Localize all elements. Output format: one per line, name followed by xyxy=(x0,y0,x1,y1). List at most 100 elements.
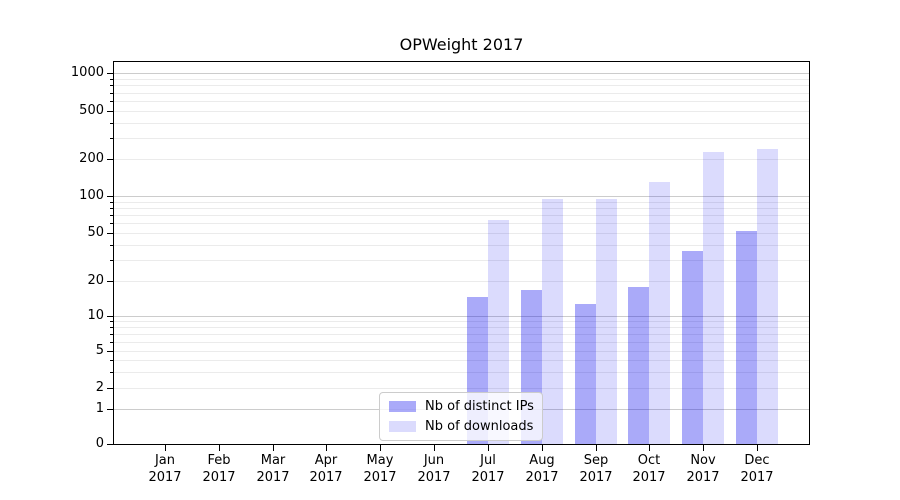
y-tick-label: 500 xyxy=(79,103,104,118)
gridline-minor xyxy=(114,92,809,94)
legend-item-distinct-ips: Nb of distinct IPs xyxy=(389,399,534,414)
y-tick-label: 0 xyxy=(95,436,104,451)
y-tick-label: 200 xyxy=(79,151,104,166)
x-tick-mark xyxy=(380,445,381,451)
x-tick-label-oct: Oct 2017 xyxy=(632,453,666,485)
gridline-minor xyxy=(114,259,809,261)
gridline-minor xyxy=(114,201,809,203)
bar-jul-downloads xyxy=(488,220,509,444)
x-tick-mark xyxy=(649,445,650,451)
x-tick-label-jan: Jan 2017 xyxy=(148,453,182,485)
gridline-minor xyxy=(114,334,809,335)
y-minor-tick-mark xyxy=(110,360,113,361)
y-minor-tick-mark xyxy=(110,122,113,124)
x-tick-label-feb: Feb 2017 xyxy=(202,453,236,485)
y-minor-tick-mark xyxy=(110,85,113,87)
x-tick-mark xyxy=(542,445,543,451)
bar-dec-downloads xyxy=(757,149,778,444)
gridline-minor xyxy=(114,137,809,139)
x-tick-mark xyxy=(703,445,704,451)
bar-aug-downloads xyxy=(542,199,563,444)
y-minor-tick-mark xyxy=(110,327,113,329)
gridline-minor xyxy=(114,101,809,102)
y-tick-label: 5 xyxy=(95,343,104,358)
x-tick-label-jul: Jul 2017 xyxy=(471,453,505,485)
x-tick-label-mar: Mar 2017 xyxy=(256,453,290,485)
x-tick-label-apr: Apr 2017 xyxy=(309,453,343,485)
y-tick-mark xyxy=(107,444,113,445)
bar-oct-downloads xyxy=(649,182,670,444)
y-tick-label: 1000 xyxy=(70,65,104,80)
bar-nov-distinct-ips xyxy=(682,251,703,444)
x-tick-label-jun: Jun 2017 xyxy=(417,453,451,485)
x-tick-label-dec: Dec 2017 xyxy=(740,453,774,485)
y-tick-label: 2 xyxy=(95,380,104,395)
gridline-minor xyxy=(114,244,809,246)
y-tick-label: 1 xyxy=(95,401,104,416)
x-tick-mark xyxy=(219,445,220,451)
y-minor-tick-mark xyxy=(110,321,113,323)
gridline-minor xyxy=(114,388,809,389)
y-tick-mark xyxy=(107,159,113,160)
y-tick-label: 10 xyxy=(87,308,104,323)
gridline-minor xyxy=(114,281,809,282)
gridline-minor xyxy=(114,360,809,361)
y-minor-tick-mark xyxy=(110,371,113,373)
y-tick-mark xyxy=(107,196,113,197)
y-minor-tick-mark xyxy=(110,101,113,102)
y-tick-mark xyxy=(107,351,113,352)
x-tick-mark xyxy=(488,445,489,451)
y-tick-mark xyxy=(107,111,113,112)
y-tick-mark xyxy=(107,281,113,282)
x-tick-label-aug: Aug 2017 xyxy=(525,453,559,485)
y-tick-mark xyxy=(107,233,113,234)
y-minor-tick-mark xyxy=(110,92,113,94)
y-minor-tick-mark xyxy=(110,259,113,261)
gridline-minor xyxy=(114,223,809,225)
gridline-minor xyxy=(114,122,809,124)
y-minor-tick-mark xyxy=(110,207,113,209)
y-tick-mark xyxy=(107,73,113,74)
gridline-major xyxy=(114,196,809,197)
y-minor-tick-mark xyxy=(110,137,113,139)
x-tick-mark xyxy=(165,445,166,451)
x-tick-mark xyxy=(757,445,758,451)
legend-item-downloads: Nb of downloads xyxy=(389,419,534,434)
y-minor-tick-mark xyxy=(110,341,113,343)
x-tick-mark xyxy=(596,445,597,451)
gridline-major xyxy=(114,73,809,74)
x-tick-mark xyxy=(434,445,435,451)
gridline-minor xyxy=(114,351,809,352)
bar-dec-distinct-ips xyxy=(736,231,757,444)
gridline-minor xyxy=(114,327,809,329)
y-tick-mark xyxy=(107,409,113,410)
bar-nov-downloads xyxy=(703,152,724,444)
legend-label-downloads: Nb of downloads xyxy=(425,419,534,434)
gridline-minor xyxy=(114,321,809,323)
bar-sep-distinct-ips xyxy=(575,304,596,444)
x-tick-mark xyxy=(273,445,274,451)
legend: Nb of distinct IPs Nb of downloads xyxy=(379,392,543,441)
bar-sep-downloads xyxy=(596,199,617,444)
gridline-minor xyxy=(114,215,809,217)
y-tick-mark xyxy=(107,316,113,317)
legend-label-distinct-ips: Nb of distinct IPs xyxy=(425,399,534,414)
gridline-minor xyxy=(114,159,809,160)
gridline-minor xyxy=(114,233,809,234)
gridline-minor xyxy=(114,111,809,112)
gridline-major xyxy=(114,316,809,317)
gridline-minor xyxy=(114,78,809,80)
gridline-minor xyxy=(114,207,809,209)
y-minor-tick-mark xyxy=(110,201,113,203)
chart-title: OPWeight 2017 xyxy=(399,35,524,54)
y-minor-tick-mark xyxy=(110,78,113,80)
y-minor-tick-mark xyxy=(110,244,113,246)
y-tick-label: 50 xyxy=(87,225,104,240)
x-tick-mark xyxy=(326,445,327,451)
x-tick-label-may: May 2017 xyxy=(363,453,397,485)
legend-swatch-downloads xyxy=(389,421,416,432)
y-tick-label: 100 xyxy=(79,188,104,203)
y-minor-tick-mark xyxy=(110,223,113,225)
legend-swatch-distinct-ips xyxy=(389,401,416,412)
